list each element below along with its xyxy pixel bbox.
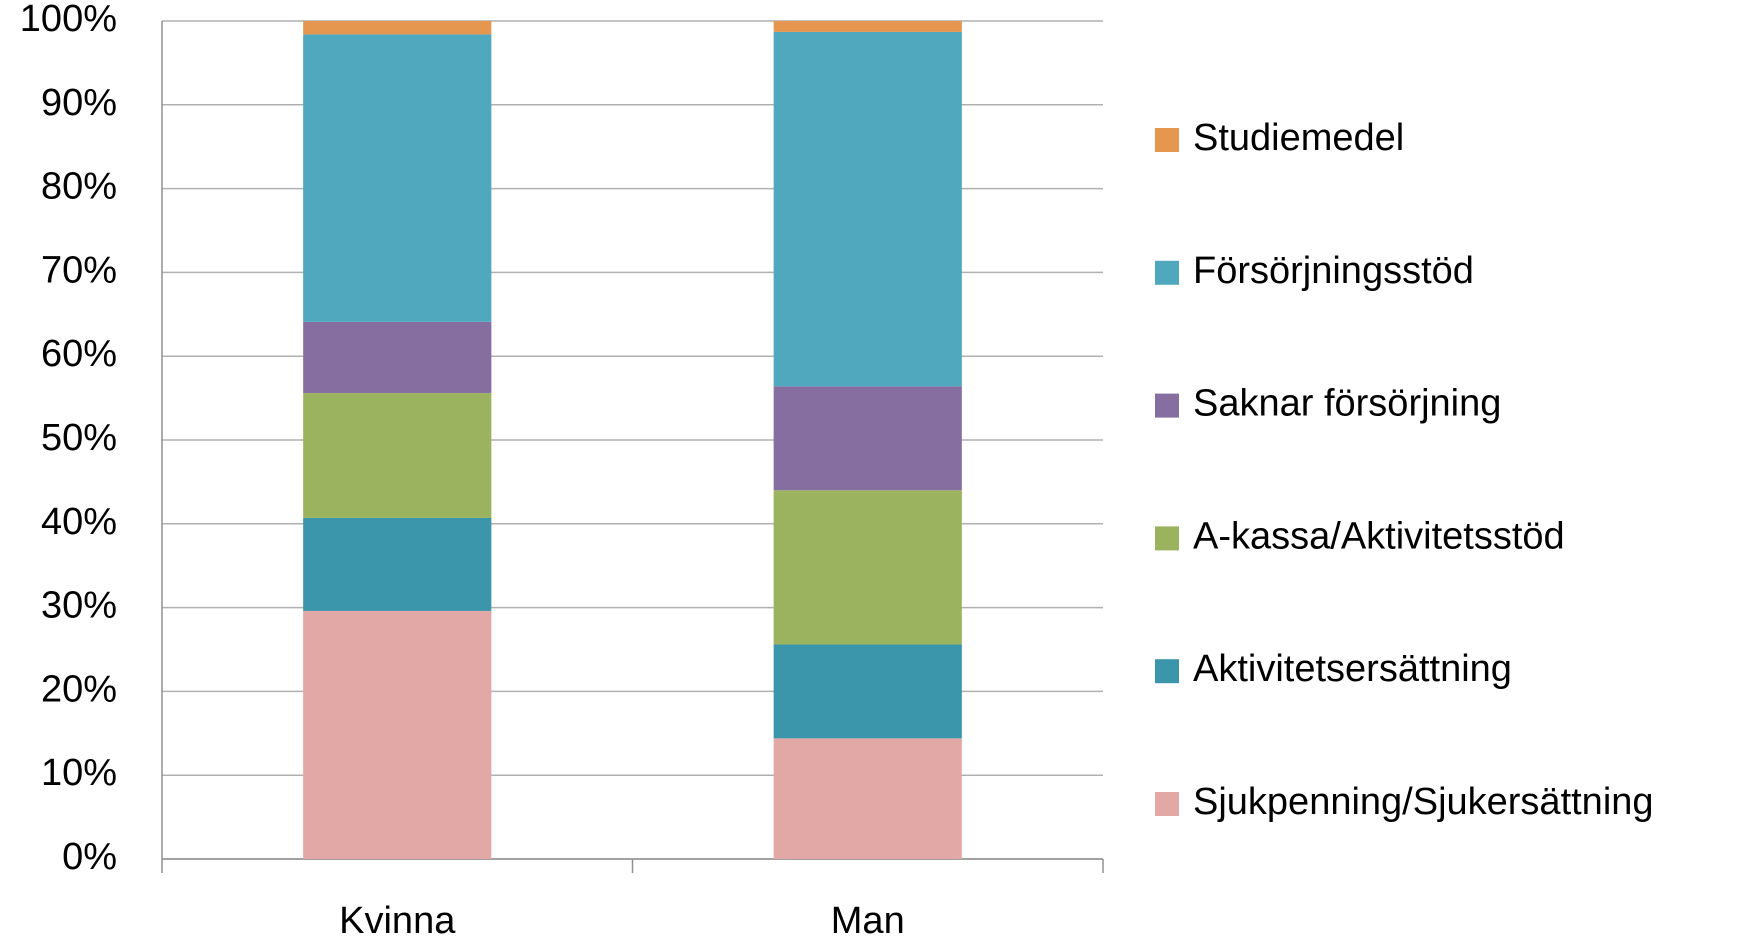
x-tick-label: Man	[831, 900, 905, 938]
legend-swatch	[1155, 260, 1179, 285]
legend-label: Försörjningsstöd	[1193, 250, 1474, 292]
x-tick-label: Kvinna	[339, 900, 456, 938]
legend-label: Studiemedel	[1193, 117, 1404, 159]
y-tick-label: 0%	[62, 836, 117, 878]
bar-segment	[303, 610, 492, 859]
legend-swatch	[1155, 128, 1179, 152]
legend-label: Saknar försörjning	[1193, 383, 1501, 425]
bar-segment	[773, 31, 962, 387]
legend-swatch	[1155, 393, 1179, 418]
legend-label: Sjukpenning/Sjukersättning	[1193, 781, 1654, 823]
bar-segment	[773, 21, 962, 32]
bar-segment	[773, 644, 962, 739]
bar-segment	[773, 738, 962, 859]
bar-segment	[303, 517, 492, 611]
bar-segment	[303, 393, 492, 518]
y-tick-label: 60%	[41, 333, 117, 375]
legend-label: A-kassa/Aktivitetsstöd	[1193, 515, 1565, 557]
bar-segment	[303, 34, 492, 322]
y-tick-label: 80%	[41, 166, 117, 208]
bar-segment	[773, 386, 962, 491]
y-tick-label: 40%	[41, 501, 117, 543]
legend-swatch	[1155, 659, 1179, 684]
y-tick-label: 50%	[41, 417, 117, 459]
bar-segment	[303, 321, 492, 394]
bar-segment	[303, 21, 492, 35]
y-tick-label: 70%	[41, 249, 117, 291]
y-tick-label: 10%	[41, 752, 117, 794]
legend-swatch	[1155, 526, 1179, 551]
y-tick-label: 20%	[41, 668, 117, 710]
y-tick-label: 30%	[41, 585, 117, 627]
y-tick-label: 100%	[20, 0, 117, 40]
legend-label: Aktivitetsersättning	[1193, 648, 1512, 690]
y-tick-label: 90%	[41, 82, 117, 124]
legend-swatch	[1155, 792, 1179, 816]
bar-segment	[773, 490, 962, 645]
